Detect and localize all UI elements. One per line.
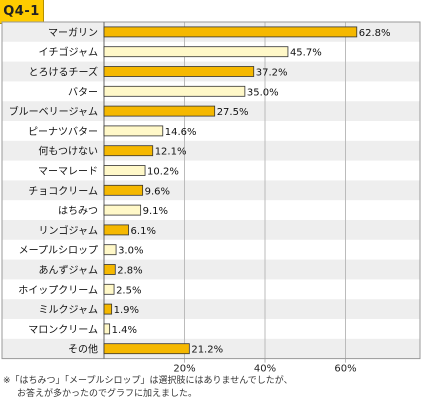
- bar: [103, 303, 113, 315]
- value-label: 9.6%: [145, 186, 170, 197]
- category-label: マーマレード: [38, 167, 98, 178]
- category-label: リンゴジャム: [39, 224, 99, 237]
- value-label: 27.5%: [217, 107, 249, 118]
- value-label: 9.1%: [143, 206, 168, 217]
- question-badge: Q4-1: [0, 0, 44, 24]
- value-label: 2.5%: [116, 285, 141, 296]
- x-tick-label: 20%: [173, 364, 195, 375]
- bar: [103, 323, 111, 335]
- category-label: イチゴジャム: [39, 46, 99, 59]
- footnote-line-1: ※「はちみつ」「メープルシロップ」は選択肢にはありませんでしたが、: [3, 376, 293, 386]
- value-label: 2.8%: [117, 266, 142, 277]
- category-label: はちみつ: [58, 205, 98, 217]
- bar: [103, 105, 216, 117]
- value-label: 12.1%: [155, 147, 187, 158]
- bar: [103, 46, 289, 58]
- footnote: ※「はちみつ」「メープルシロップ」は選択肢にはありませんでしたが、 お答えが多か…: [3, 375, 421, 401]
- category-label: ブルーベリージャム: [9, 105, 98, 118]
- footnote-line-2: お答えが多かったのでグラフに加えました。: [17, 389, 198, 399]
- bar: [103, 264, 116, 275]
- bar: [103, 184, 144, 196]
- category-label: チョコクリーム: [28, 185, 98, 197]
- bar: [103, 343, 190, 355]
- value-label: 45.7%: [290, 48, 322, 59]
- category-label: バター: [68, 86, 98, 98]
- value-label: 35.0%: [247, 87, 279, 98]
- value-label: 10.2%: [147, 167, 179, 178]
- value-label: 62.8%: [359, 28, 391, 39]
- category-label: メープルシロップ: [19, 245, 98, 257]
- x-tick-label: 40%: [254, 364, 276, 375]
- category-label: マーガリン: [48, 27, 98, 39]
- value-label: 3.0%: [118, 246, 143, 257]
- bar: [103, 125, 164, 137]
- category-label: ピーナツバター: [28, 126, 98, 138]
- bar: [103, 244, 117, 256]
- category-label: とろけるチーズ: [29, 66, 99, 79]
- bar: [103, 224, 129, 236]
- category-label: ホイップクリーム: [18, 284, 98, 296]
- value-label: 1.4%: [112, 325, 137, 336]
- bar: [103, 66, 255, 77]
- bar: [103, 26, 358, 38]
- category-label: あんずジャム: [39, 265, 99, 277]
- value-label: 37.2%: [256, 68, 288, 79]
- bar: [103, 204, 142, 216]
- bar: [103, 283, 115, 295]
- bar: [103, 145, 154, 157]
- value-label: 14.6%: [165, 127, 197, 138]
- bar: [103, 165, 146, 176]
- category-label: その他: [68, 343, 98, 356]
- category-label: 何もつけない: [38, 145, 98, 158]
- value-label: 6.1%: [131, 226, 156, 237]
- category-label: マロンクリーム: [28, 324, 98, 336]
- chart-frame: [1, 21, 421, 360]
- value-label: 21.2%: [191, 345, 223, 356]
- value-label: 1.9%: [114, 305, 139, 316]
- category-label: ミルクジャム: [39, 304, 99, 316]
- x-tick-label: 60%: [334, 364, 356, 375]
- bar: [103, 85, 246, 97]
